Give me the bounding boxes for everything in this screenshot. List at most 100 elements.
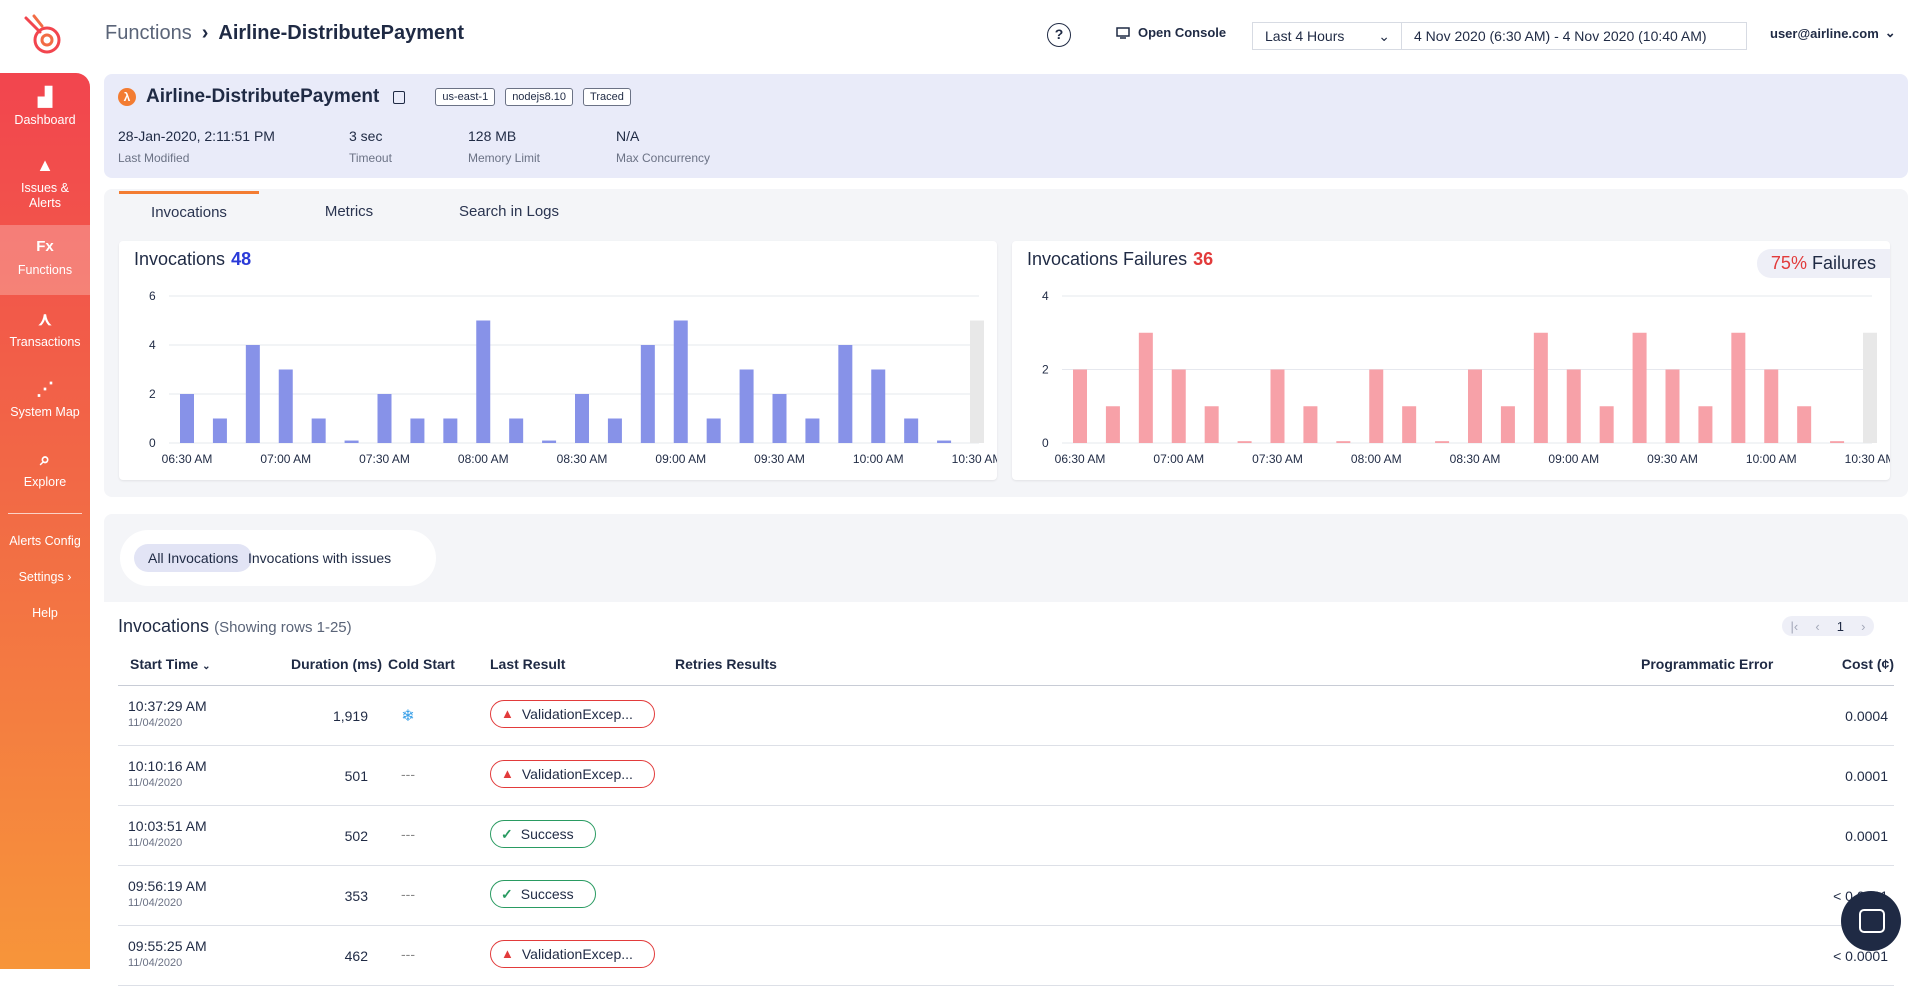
last-result-text: Success <box>520 886 574 902</box>
help-link[interactable]: Help <box>32 606 58 620</box>
prev-page-icon[interactable]: ‹ <box>1815 618 1820 634</box>
logo-icon[interactable] <box>20 12 68 60</box>
chart-bar[interactable] <box>1171 369 1186 444</box>
chart-bar[interactable] <box>575 394 589 443</box>
chart-bar[interactable] <box>1599 406 1614 443</box>
date-range-input[interactable]: 4 Nov 2020 (6:30 AM) - 4 Nov 2020 (10:40… <box>1401 22 1747 50</box>
chart-bar[interactable] <box>1500 406 1515 443</box>
chart-bar[interactable] <box>1402 406 1417 443</box>
chart-bar[interactable] <box>1698 406 1713 443</box>
chart-bar[interactable] <box>772 394 787 443</box>
time-range-select[interactable]: Last 4 Hours ⌄ <box>1252 22 1402 50</box>
user-menu[interactable]: user@airline.com ⌄ <box>1770 25 1896 41</box>
failure-rate-badge: 75% Failures <box>1756 249 1890 278</box>
sidebar-item-system-map[interactable]: ⋰ System Map <box>0 379 90 435</box>
chart-bar[interactable] <box>706 418 721 444</box>
sidebar-item-dashboard[interactable]: ▟ Dashboard <box>0 87 90 143</box>
header-programmatic-error[interactable]: Programmatic Error <box>1641 656 1774 672</box>
chart-bar[interactable] <box>1830 441 1845 443</box>
chart-bar[interactable] <box>640 345 655 443</box>
breadcrumb-functions[interactable]: Functions <box>105 22 192 44</box>
filter-all-invocations[interactable]: All Invocations <box>134 544 253 572</box>
help-button[interactable]: ? <box>1047 23 1071 47</box>
chart-bar[interactable] <box>673 320 688 444</box>
chart-bar[interactable] <box>970 320 984 444</box>
settings-link[interactable]: Settings › <box>0 570 90 584</box>
sidebar-item-explore[interactable]: ⌕ Explore <box>0 449 90 505</box>
table-row[interactable]: 09:55:25 AM 11/04/2020 462 --- ▲ ValidationEx… <box>118 926 1894 986</box>
chart-bar[interactable] <box>1336 441 1351 443</box>
chart-bar[interactable] <box>509 418 524 444</box>
last-result-badge[interactable]: ✓ Success <box>490 820 596 848</box>
table-row[interactable]: 10:37:29 AM 11/04/2020 1,919 ❄ ▲ ValidationEx… <box>118 686 1894 746</box>
chart-bar[interactable] <box>1797 406 1812 443</box>
last-result-badge[interactable]: ▲ ValidationExcep... <box>490 940 655 968</box>
chart-bar[interactable] <box>871 369 886 444</box>
chart-bar[interactable] <box>180 394 194 443</box>
chart-bar[interactable] <box>904 418 919 444</box>
chart-bar[interactable] <box>278 369 293 444</box>
chart-bar[interactable] <box>1204 406 1219 443</box>
next-page-icon[interactable]: › <box>1861 618 1866 634</box>
first-page-icon[interactable]: |‹ <box>1790 618 1799 634</box>
chart-bar[interactable] <box>1566 369 1581 444</box>
chart-bar[interactable] <box>1435 441 1450 443</box>
chart-bar[interactable] <box>1665 369 1680 444</box>
chart-bar[interactable] <box>739 369 754 444</box>
chart-bar[interactable] <box>410 418 425 444</box>
header-cold-start[interactable]: Cold Start <box>388 656 455 672</box>
chart-bar[interactable] <box>1468 369 1482 444</box>
x-tick-label: 09:30 AM <box>1647 452 1698 466</box>
chart-bar[interactable] <box>1138 332 1153 443</box>
chart-bar[interactable] <box>344 440 359 443</box>
tab-search-logs[interactable]: Search in Logs <box>458 203 560 220</box>
table-row[interactable]: 10:03:51 AM 11/04/2020 502 --- ✓ Success 0.000… <box>118 806 1894 866</box>
header-duration[interactable]: Duration (ms) <box>291 656 382 672</box>
chart-bar[interactable] <box>443 418 458 444</box>
chart-bar[interactable] <box>607 418 622 444</box>
chat-button[interactable] <box>1841 891 1901 951</box>
sidebar-item-transactions[interactable]: ⋏ Transactions <box>0 309 90 365</box>
chart-bar[interactable] <box>476 320 491 444</box>
filter-invocations-with-issues[interactable]: Invocations with issues <box>248 550 392 566</box>
chart-bar[interactable] <box>1303 406 1318 443</box>
tab-metrics[interactable]: Metrics <box>324 203 374 220</box>
sidebar-item-functions[interactable]: Fx Functions <box>0 225 90 295</box>
chevron-right-icon: › <box>201 22 209 44</box>
chart-bar[interactable] <box>1369 369 1384 444</box>
chart-bar[interactable] <box>1764 369 1779 444</box>
chart-bar[interactable] <box>245 345 260 443</box>
chart-bar[interactable] <box>311 418 326 444</box>
last-result-badge[interactable]: ▲ ValidationExcep... <box>490 760 655 788</box>
chart-bar[interactable] <box>1105 406 1120 443</box>
chart-bar[interactable] <box>805 418 820 444</box>
chart-bar[interactable] <box>937 440 952 443</box>
header-last-result[interactable]: Last Result <box>490 656 566 672</box>
alerts-config-link[interactable]: Alerts Config <box>9 534 81 548</box>
chart-bar[interactable] <box>1863 332 1877 443</box>
chart-bar[interactable] <box>1237 441 1252 443</box>
header-start-time[interactable]: Start Time ⌄ <box>130 656 211 672</box>
header-cost[interactable]: Cost (¢) <box>1841 656 1894 672</box>
chart-bar[interactable] <box>377 394 392 443</box>
last-result-badge[interactable]: ✓ Success <box>490 880 596 908</box>
current-page[interactable]: 1 <box>1836 618 1844 634</box>
copy-icon[interactable] <box>393 90 406 104</box>
chart-bar[interactable] <box>1073 369 1087 444</box>
last-result-badge[interactable]: ▲ ValidationExcep... <box>490 700 655 728</box>
time-range-value: Last 4 Hours <box>1265 28 1345 44</box>
open-console-button[interactable]: Open Console <box>1116 25 1226 40</box>
chart-bar[interactable] <box>1270 369 1285 444</box>
chart-bar[interactable] <box>542 440 557 443</box>
chart-bar[interactable] <box>1632 332 1647 443</box>
header-retries-results[interactable]: Retries Results <box>675 656 777 672</box>
chart-bar[interactable] <box>1731 332 1746 443</box>
sidebar-item-issues-alerts[interactable]: ▲ Issues & Alerts <box>0 155 90 215</box>
table-row[interactable]: 10:10:16 AM 11/04/2020 501 --- ▲ ValidationEx… <box>118 746 1894 806</box>
chart-bar[interactable] <box>212 418 227 444</box>
chart-bar[interactable] <box>1533 332 1548 443</box>
tab-invocations[interactable]: Invocations <box>119 191 259 231</box>
chart-bar[interactable] <box>838 345 853 443</box>
failures-card-title: Invocations Failures 36 <box>1027 249 1213 270</box>
